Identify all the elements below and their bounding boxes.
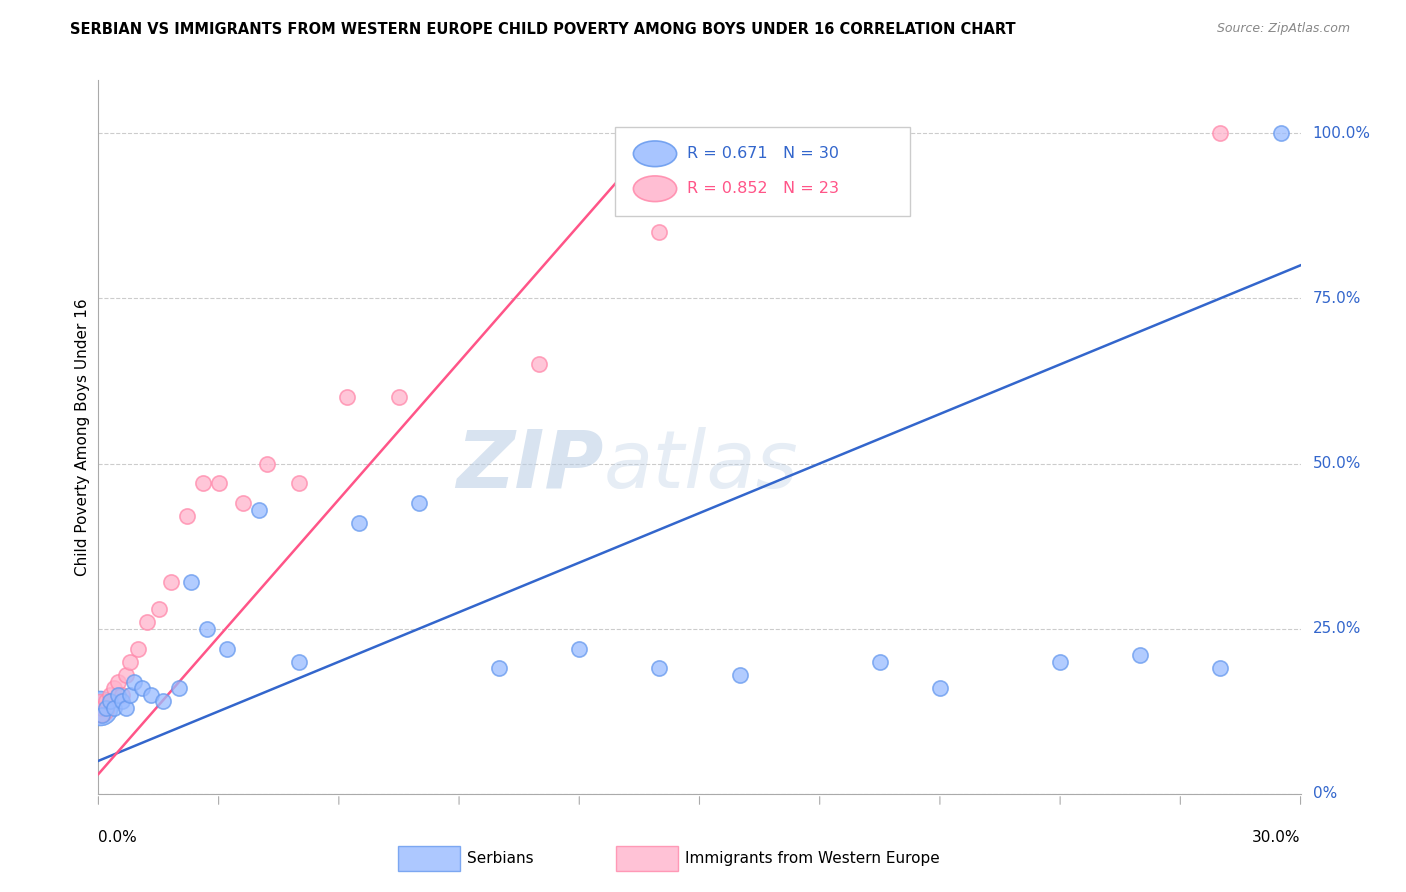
Point <box>568 641 591 656</box>
Point <box>89 701 111 715</box>
Point <box>288 655 311 669</box>
Circle shape <box>633 141 676 167</box>
Point <box>89 701 111 715</box>
Y-axis label: Child Poverty Among Boys Under 16: Child Poverty Among Boys Under 16 <box>75 298 90 576</box>
Point <box>728 668 751 682</box>
Point <box>869 655 891 669</box>
Point <box>107 674 129 689</box>
Point <box>176 509 198 524</box>
Point <box>648 225 671 239</box>
Point <box>1049 655 1071 669</box>
Point <box>120 655 142 669</box>
Point <box>488 661 510 675</box>
Point <box>1209 661 1232 675</box>
Text: Serbians: Serbians <box>467 851 533 865</box>
Point <box>648 661 671 675</box>
Point <box>128 641 150 656</box>
Point <box>347 516 370 530</box>
Point <box>115 701 138 715</box>
Point <box>91 707 114 722</box>
Text: R = 0.671   N = 30: R = 0.671 N = 30 <box>688 146 839 161</box>
Point <box>107 688 129 702</box>
Point <box>167 681 190 695</box>
Text: 30.0%: 30.0% <box>1253 830 1301 846</box>
Point <box>89 701 111 715</box>
Point <box>529 358 551 372</box>
Circle shape <box>633 176 676 202</box>
Point <box>111 688 134 702</box>
Point <box>124 674 146 689</box>
Point <box>256 457 278 471</box>
Point <box>100 694 122 708</box>
Point <box>89 701 111 715</box>
Text: 100.0%: 100.0% <box>1313 126 1371 141</box>
Point <box>215 641 238 656</box>
Point <box>115 668 138 682</box>
Text: SERBIAN VS IMMIGRANTS FROM WESTERN EUROPE CHILD POVERTY AMONG BOYS UNDER 16 CORR: SERBIAN VS IMMIGRANTS FROM WESTERN EUROP… <box>70 22 1017 37</box>
Point <box>89 701 111 715</box>
Text: 0.0%: 0.0% <box>98 830 138 846</box>
Point <box>180 575 202 590</box>
Point <box>208 476 231 491</box>
Point <box>408 496 430 510</box>
Point <box>148 602 170 616</box>
Text: Source: ZipAtlas.com: Source: ZipAtlas.com <box>1216 22 1350 36</box>
Point <box>159 575 181 590</box>
Text: R = 0.852   N = 23: R = 0.852 N = 23 <box>688 181 839 196</box>
Point <box>1270 126 1292 140</box>
Point <box>96 694 118 708</box>
Point <box>131 681 153 695</box>
Point <box>929 681 952 695</box>
Text: 75.0%: 75.0% <box>1313 291 1361 306</box>
Point <box>91 701 114 715</box>
Text: ZIP: ZIP <box>456 426 603 505</box>
Text: 50.0%: 50.0% <box>1313 456 1361 471</box>
Point <box>232 496 254 510</box>
Point <box>336 391 359 405</box>
Point <box>247 502 270 516</box>
FancyBboxPatch shape <box>616 127 910 216</box>
Text: atlas: atlas <box>603 426 799 505</box>
Text: Immigrants from Western Europe: Immigrants from Western Europe <box>685 851 939 865</box>
Point <box>1209 126 1232 140</box>
Point <box>89 701 111 715</box>
Point <box>111 694 134 708</box>
Point <box>191 476 214 491</box>
Point <box>288 476 311 491</box>
Text: 25.0%: 25.0% <box>1313 621 1361 636</box>
Point <box>89 701 111 715</box>
Point <box>152 694 174 708</box>
Point <box>103 701 125 715</box>
Point <box>100 688 122 702</box>
Point <box>89 701 111 715</box>
Point <box>135 615 157 629</box>
Point <box>388 391 411 405</box>
Point <box>96 701 118 715</box>
Text: 0%: 0% <box>1313 787 1337 801</box>
Point <box>195 622 218 636</box>
Point <box>139 688 162 702</box>
Point <box>120 688 142 702</box>
Point <box>1129 648 1152 662</box>
Point <box>89 701 111 715</box>
Point <box>103 681 125 695</box>
